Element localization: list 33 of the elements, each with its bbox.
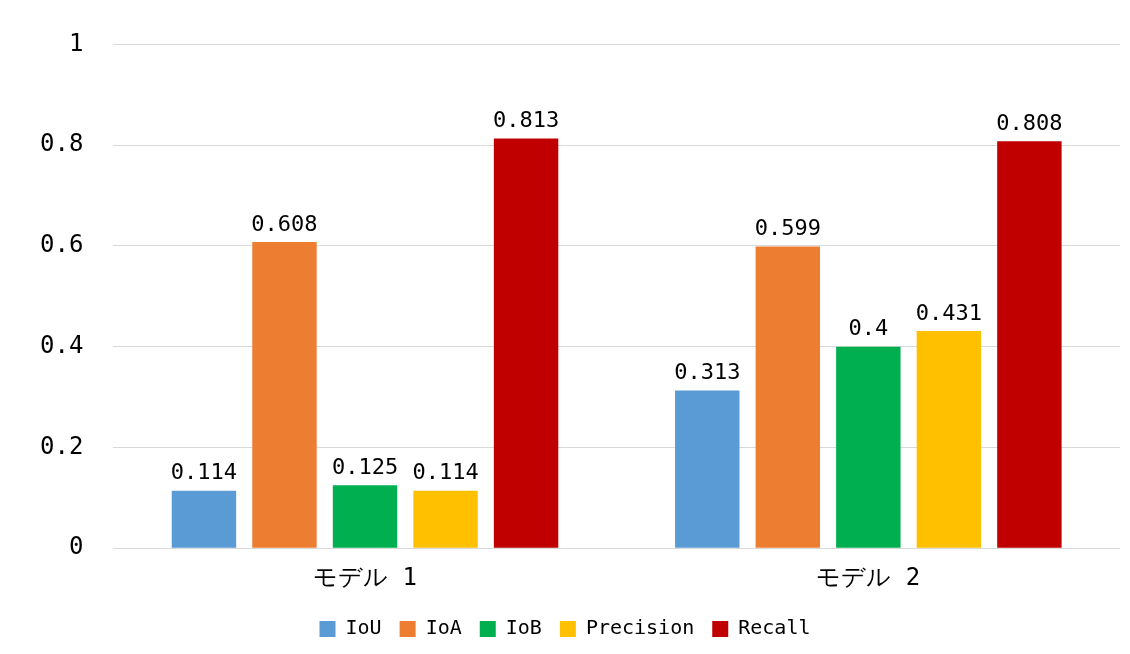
bar [493,138,559,548]
legend-label: IoU [345,615,382,640]
y-tick-label: 0.8 [39,129,84,158]
bar [332,485,398,548]
legend-label: IoA [425,615,462,640]
data-label: 0.4 [848,315,889,341]
bar [997,141,1062,548]
x-tick-label: モデル 1 [313,562,417,591]
x-tick-label: モデル 2 [816,562,921,591]
data-label: 0.114 [170,459,238,485]
data-label: 0.313 [674,359,741,385]
data-label: 0.608 [251,210,318,236]
y-tick-label: 0.2 [39,431,84,460]
data-label: 0.808 [996,109,1063,135]
y-tick-label: 0.6 [39,230,84,259]
data-label: 0.125 [331,453,399,479]
bar [171,490,237,548]
bar [252,241,317,548]
y-tick-label: 0.4 [39,330,84,359]
y-tick-label: 1 [68,28,84,57]
bar [675,390,740,548]
bar [916,331,982,548]
bar [755,246,821,548]
legend-label: IoB [505,615,542,640]
bar [836,346,901,548]
data-label: 0.599 [754,215,821,241]
data-label: 0.813 [492,107,560,133]
y-tick-label: 0 [68,532,84,561]
data-label: 0.114 [412,459,479,485]
legend-label: Recall [738,615,811,640]
legend-label: Precision [585,615,695,640]
bar [413,490,478,548]
data-label: 0.431 [915,299,982,325]
